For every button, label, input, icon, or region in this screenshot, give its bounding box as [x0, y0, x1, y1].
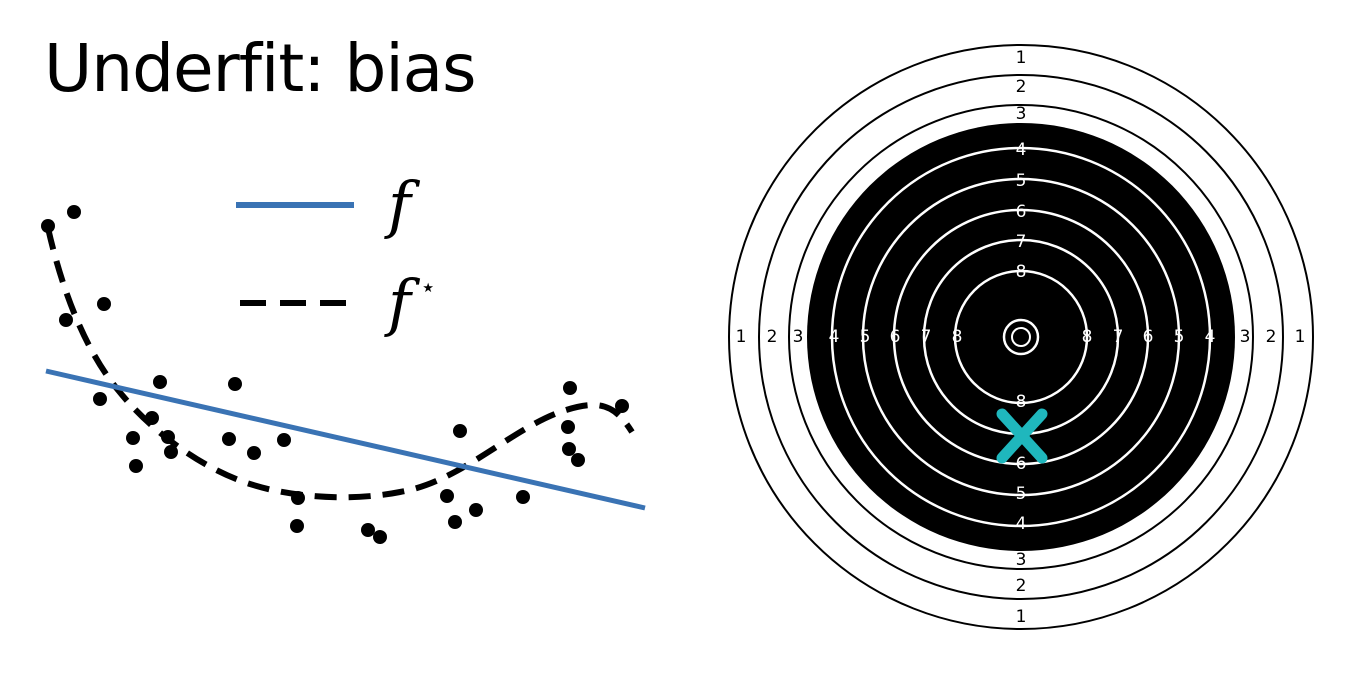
- target-label-bottom: 1: [1016, 607, 1027, 627]
- target-label-right: 8: [1082, 327, 1093, 347]
- legend: f f ⋆: [236, 168, 436, 339]
- title: Underfit: bias: [44, 30, 476, 107]
- data-point: [161, 430, 175, 444]
- data-point: [562, 442, 576, 456]
- data-point: [93, 392, 107, 406]
- data-point: [290, 519, 304, 533]
- data-point: [228, 377, 242, 391]
- data-point: [222, 432, 236, 446]
- hit-mark-icon: [996, 408, 1048, 464]
- target-label-top: 6: [1016, 202, 1027, 222]
- target-bullseye: [1011, 327, 1031, 347]
- target-label-bottom: 2: [1016, 576, 1027, 596]
- data-point: [291, 491, 305, 505]
- target-rings: [728, 44, 1314, 630]
- legend-true-label: f: [384, 266, 421, 339]
- data-point: [153, 375, 167, 389]
- target-label-top: 4: [1016, 140, 1027, 160]
- target-label-right: 4: [1205, 327, 1216, 347]
- target-label-right: 7: [1113, 327, 1124, 347]
- target-label-top: 2: [1016, 77, 1027, 97]
- target-label-bottom: 8: [1016, 392, 1027, 412]
- target-label-left: 8: [952, 327, 963, 347]
- data-point: [373, 530, 387, 544]
- data-point: [361, 523, 375, 537]
- data-point: [448, 515, 462, 529]
- data-point: [97, 297, 111, 311]
- data-points: [41, 205, 629, 544]
- fitted-line: [45, 368, 646, 511]
- target-ring: [953, 269, 1089, 405]
- data-point: [615, 399, 629, 413]
- target-label-top: 8: [1016, 262, 1027, 282]
- target-label-bottom: 3: [1016, 550, 1027, 570]
- data-point: [59, 313, 73, 327]
- target-label-left: 2: [767, 327, 778, 347]
- target-label-right: 5: [1174, 327, 1185, 347]
- target-label-bottom: 6: [1016, 454, 1027, 474]
- fit-plot: [41, 205, 646, 544]
- target-label-top: 7: [1016, 232, 1027, 252]
- target-label-right: 2: [1266, 327, 1277, 347]
- target-label-bottom: 4: [1016, 514, 1027, 534]
- legend-true-superscript: ⋆: [420, 273, 436, 303]
- data-point: [453, 424, 467, 438]
- target-ring: [830, 146, 1212, 528]
- target-label-top: 3: [1016, 104, 1027, 124]
- data-point: [67, 205, 81, 219]
- target-label-left: 3: [793, 327, 804, 347]
- data-point: [571, 453, 585, 467]
- target-inner-ring: [1002, 318, 1040, 356]
- data-point: [145, 411, 159, 425]
- data-point: [516, 490, 530, 504]
- target-black-disc: [807, 123, 1235, 551]
- data-point: [164, 445, 178, 459]
- target-label-right: 3: [1240, 327, 1251, 347]
- target-label-left: 6: [890, 327, 901, 347]
- data-point: [129, 459, 143, 473]
- data-point: [440, 489, 454, 503]
- legend-fitted-label: f: [384, 168, 421, 241]
- data-point: [469, 503, 483, 517]
- target-label-left: 1: [736, 327, 747, 347]
- target-ring: [892, 208, 1150, 466]
- data-point: [41, 219, 55, 233]
- data-point: [277, 433, 291, 447]
- data-point: [563, 381, 577, 395]
- target-label-left: 7: [921, 327, 932, 347]
- target-label-top: 1: [1016, 48, 1027, 68]
- target-ring: [861, 177, 1181, 497]
- target-label-top: 5: [1016, 171, 1027, 191]
- target-label-right: 1: [1295, 327, 1306, 347]
- target-label-bottom: 5: [1016, 484, 1027, 504]
- target-label-left: 5: [860, 327, 871, 347]
- target-label-left: 4: [829, 327, 840, 347]
- data-point: [247, 446, 261, 460]
- true-function-curve: [45, 227, 635, 501]
- target-label-right: 6: [1143, 327, 1154, 347]
- data-point: [561, 420, 575, 434]
- data-point: [126, 431, 140, 445]
